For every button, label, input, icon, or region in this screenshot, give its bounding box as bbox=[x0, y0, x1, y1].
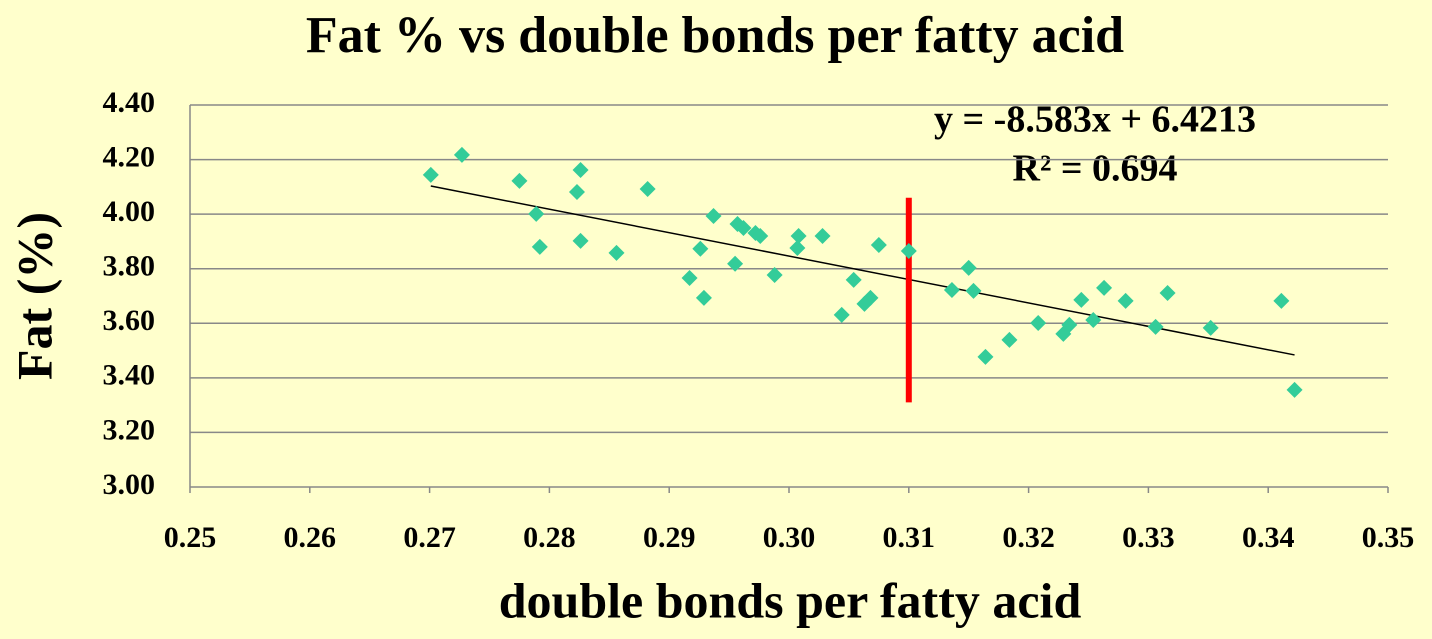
data-point bbox=[960, 259, 977, 276]
data-point bbox=[572, 161, 589, 178]
data-point bbox=[568, 184, 585, 201]
x-tick-label: 0.28 bbox=[523, 521, 576, 554]
y-tick-label: 3.00 bbox=[103, 468, 156, 501]
data-point bbox=[870, 236, 887, 253]
x-tick-label: 0.35 bbox=[1362, 521, 1415, 554]
data-point bbox=[833, 306, 850, 323]
x-tick-label: 0.26 bbox=[284, 521, 337, 554]
data-point bbox=[1030, 315, 1047, 332]
data-point bbox=[695, 289, 712, 306]
data-point bbox=[965, 282, 982, 299]
y-axis-title: Fat (%) bbox=[6, 212, 62, 380]
data-point bbox=[531, 238, 548, 255]
data-point bbox=[735, 220, 752, 237]
data-point bbox=[681, 269, 698, 286]
chart-title: Fat % vs double bonds per fatty acid bbox=[306, 7, 1124, 64]
x-tick-label: 0.30 bbox=[763, 521, 816, 554]
data-point bbox=[1117, 292, 1134, 309]
x-axis-title: double bonds per fatty acid bbox=[499, 572, 1082, 628]
data-point bbox=[1096, 279, 1113, 296]
trendline-r-squared: R² = 0.694 bbox=[1013, 148, 1178, 190]
data-point bbox=[752, 227, 769, 244]
data-point bbox=[1061, 316, 1078, 333]
x-tick-label: 0.27 bbox=[403, 521, 456, 554]
y-tick-label: 3.80 bbox=[103, 250, 156, 283]
data-point bbox=[1001, 331, 1018, 348]
data-point bbox=[1085, 312, 1102, 329]
data-point bbox=[608, 244, 625, 261]
data-point bbox=[943, 281, 960, 298]
data-point bbox=[977, 348, 994, 365]
y-tick-label: 4.20 bbox=[103, 140, 156, 173]
data-point bbox=[727, 255, 744, 272]
y-tick-label: 4.00 bbox=[103, 195, 156, 228]
x-tick-label: 0.31 bbox=[883, 521, 936, 554]
y-tick-label: 3.60 bbox=[103, 304, 156, 337]
data-point bbox=[790, 227, 807, 244]
data-point bbox=[862, 289, 879, 306]
data-point bbox=[1202, 319, 1219, 336]
data-point bbox=[453, 146, 470, 163]
data-point bbox=[511, 172, 528, 189]
x-tick-label: 0.34 bbox=[1242, 521, 1295, 554]
data-point bbox=[900, 242, 917, 259]
y-tick-label: 4.40 bbox=[103, 86, 156, 119]
data-point bbox=[1073, 291, 1090, 308]
x-tick-label: 0.29 bbox=[643, 521, 696, 554]
data-point bbox=[1147, 318, 1164, 335]
data-point bbox=[845, 271, 862, 288]
data-point bbox=[692, 240, 709, 257]
data-point bbox=[789, 239, 806, 256]
x-tick-label: 0.25 bbox=[164, 521, 217, 554]
data-point bbox=[639, 181, 656, 198]
data-point bbox=[814, 227, 831, 244]
x-tick-label: 0.33 bbox=[1122, 521, 1175, 554]
data-point bbox=[1273, 292, 1290, 309]
y-tick-label: 3.20 bbox=[103, 413, 156, 446]
trendline bbox=[430, 185, 1295, 356]
data-point bbox=[1286, 381, 1303, 398]
data-point bbox=[766, 266, 783, 283]
x-tick-label: 0.32 bbox=[1002, 521, 1055, 554]
data-point bbox=[422, 166, 439, 183]
data-point bbox=[1159, 284, 1176, 301]
y-tick-label: 3.40 bbox=[103, 359, 156, 392]
data-point bbox=[572, 232, 589, 249]
data-point bbox=[528, 205, 545, 222]
data-point bbox=[705, 208, 722, 225]
